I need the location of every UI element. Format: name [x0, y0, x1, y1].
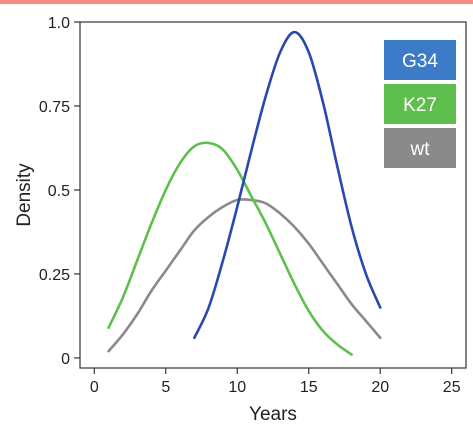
x-tick-label: 20 [371, 379, 389, 396]
y-tick-label: 0.75 [39, 99, 70, 116]
x-axis-title: Years [249, 404, 297, 425]
x-axis: 0 5 10 15 20 25 [90, 368, 461, 396]
y-axis-title: Density [14, 163, 35, 227]
series-line-wt [107, 198, 382, 353]
x-tick-label: 0 [90, 379, 99, 396]
x-tick-label: 15 [300, 379, 318, 396]
y-axis: 0 0.25 0.5 0.75 1.0 [39, 15, 80, 368]
y-tick-label: 0 [61, 351, 70, 368]
plot-frame [79, 21, 467, 369]
legend-label-k27: K27 [403, 95, 437, 116]
x-tick-label: 5 [161, 379, 170, 396]
legend-label-wt: wt [410, 139, 431, 160]
legend-swatch-k27 [384, 84, 456, 124]
y-tick-label: 0.5 [48, 183, 70, 200]
x-tick-label: 10 [228, 379, 246, 396]
y-tick-label: 0.25 [39, 267, 70, 284]
legend-swatch-wt [384, 128, 456, 168]
y-tick-label: 1.0 [48, 15, 70, 32]
series-line-k27 [107, 141, 353, 356]
series-layer [107, 30, 382, 356]
legend: G34 K27 wt [384, 40, 456, 168]
top-accent-rule [0, 0, 473, 4]
x-tick-label: 25 [443, 379, 461, 396]
legend-swatch-g34 [384, 40, 456, 80]
series-line-g34 [193, 30, 382, 340]
legend-label-g34: G34 [402, 51, 438, 72]
